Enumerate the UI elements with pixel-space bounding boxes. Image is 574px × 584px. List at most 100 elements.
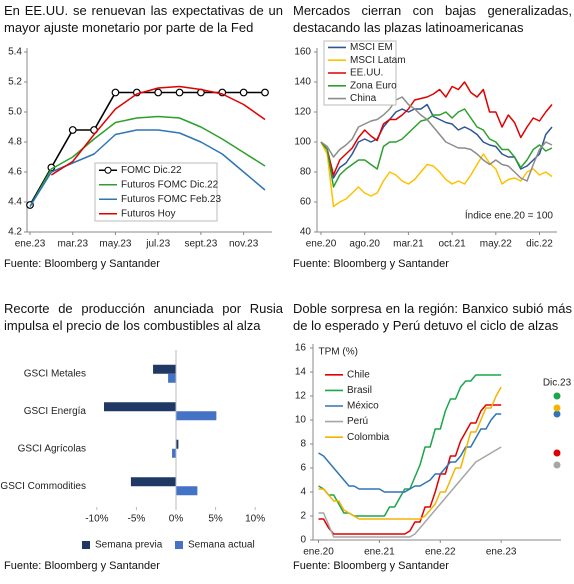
source-note: Fuente: Bloomberg y Santander [293,258,449,270]
forecast-dot [553,392,561,400]
y-tick-label: 10 [295,415,307,426]
series-line [320,96,553,182]
y-tick-label: 14 [295,367,307,378]
x-tick-label: 0% [169,514,184,525]
legend-label: Futuros FOMC Feb.23 [121,194,221,205]
point-marker [154,88,163,97]
legend-label: Semana actual [188,540,255,551]
source-note: Fuente: Bloomberg y Santander [4,560,160,572]
legend-label: Colombia [347,432,390,443]
y-tick-label: 80 [300,167,312,178]
legend-label: Futuros FOMC Dic.22 [121,179,219,190]
y-tick-label: 5.4 [8,47,22,58]
forecast-dot [553,449,561,457]
bar [176,411,217,421]
series-line [318,386,502,520]
x-tick-label: mar.21 [393,239,424,250]
legend-label: MSCI Latam [350,55,406,66]
y-tick-label: 2 [300,511,306,522]
x-tick-label: ene.20 [303,547,334,558]
series-line [320,81,553,176]
x-tick-label: nov.23 [229,239,259,250]
chart-title: En EE.UU. se renuevan las expectativas d… [4,3,283,35]
bar [168,373,176,383]
y-tick-label: 5.2 [8,77,22,88]
point-marker [68,126,77,134]
x-tick-label: jul.23 [145,239,170,250]
bar [153,364,176,374]
x-tick-label: may.22 [480,239,512,250]
point-marker [175,88,184,97]
y-tick-label: 40 [300,227,312,238]
x-tick-label: sept.23 [185,239,218,250]
source-note: Fuente: Bloomberg y Santander [4,258,160,270]
series-line [318,404,502,535]
category-label: GSCI Metales [24,368,86,379]
forecast-dot [553,404,561,412]
point-marker [239,88,248,97]
x-tick-label: -10% [85,514,108,525]
legend-box [94,162,218,222]
forecast-label: Dic.23 [543,378,572,389]
chart-title: Mercados cierran con bajas generalizadas… [293,3,572,35]
series-line [320,141,553,208]
legend-label: China [350,93,377,104]
x-tick-label: may.23 [99,239,131,250]
x-tick-label: 10% [245,514,265,525]
legend-label: MSCI EM [350,42,393,53]
forecast-dot [553,410,561,418]
legend-label: Zona Euro [350,80,397,91]
x-tick-label: ene.21 [364,547,395,558]
annotation: Índice ene.20 = 100 [465,209,554,222]
y-tick-label: 6 [300,463,306,474]
y-tick-label: 4.2 [8,227,22,238]
bar [172,448,176,458]
series-line [29,115,266,207]
bar [130,477,176,487]
x-tick-label: ene.23 [15,239,46,250]
category-label: GSCI Commodities [0,481,86,492]
y-tick-label: 8 [300,439,306,450]
legend-swatch [175,541,183,549]
forecast-dot [553,461,561,469]
legend-label: EE.UU. [350,68,383,79]
y-tick-label: 16 [295,343,307,354]
series-line [50,85,266,176]
legend-label: Futuros Hoy [121,208,175,219]
bar [176,486,198,496]
legend-label: Chile [347,369,370,380]
y-tick-label: 4 [300,487,306,498]
legend-label: Semana previa [95,540,163,551]
y-tick-label: 140 [294,77,311,88]
category-label: GSCI Energía [24,406,87,417]
category-label: GSCI Agrícolas [18,443,86,454]
x-tick-label: ago.20 [349,239,380,250]
y-axis-label: TPM (%) [319,347,358,358]
legend-label: Brasil [347,385,372,396]
y-tick-label: 4.8 [8,137,22,148]
legend-swatch [82,541,90,549]
legend-label: México [347,401,379,412]
legend-label: Perú [347,416,368,427]
x-tick-label: ene.23 [486,547,517,558]
legend-marker [104,166,112,174]
x-tick-label: ene.20 [306,239,337,250]
x-tick-label: oct.21 [438,239,466,250]
point-marker [111,88,120,97]
x-tick-label: ene.22 [425,547,456,558]
point-marker [261,88,269,97]
source-note: Fuente: Bloomberg y Santander [293,560,449,572]
x-tick-label: dic.22 [526,239,553,250]
y-tick-label: 4.4 [8,197,22,208]
y-tick-label: 160 [294,47,311,58]
chart-title: Doble sorpresa en la región: Banxico sub… [293,301,572,333]
x-tick-label: -5% [128,514,146,525]
y-tick-label: 5.0 [8,107,22,118]
x-tick-label: mar.23 [57,239,88,250]
y-tick-label: 12 [295,391,307,402]
y-tick-label: 4.6 [8,167,22,178]
series-line [320,108,553,188]
y-tick-label: 60 [300,197,312,208]
